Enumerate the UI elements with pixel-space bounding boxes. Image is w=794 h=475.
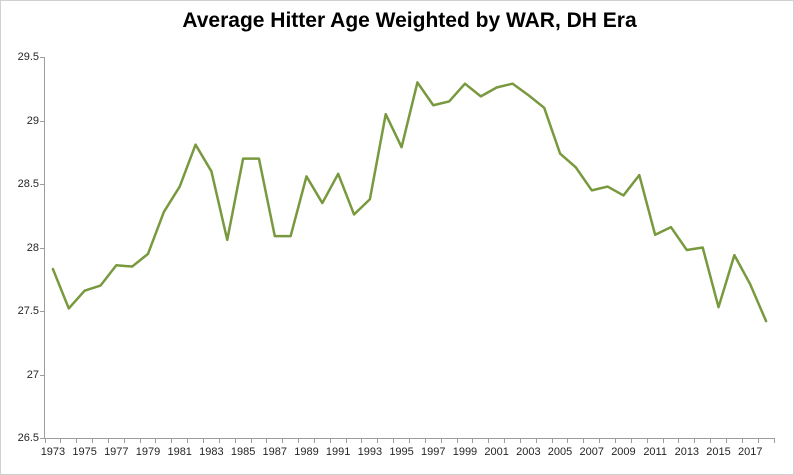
x-axis-tick <box>710 439 712 443</box>
x-tick-label: 2015 <box>706 446 731 458</box>
x-tick-label: 1989 <box>294 446 319 458</box>
x-tick-label: 1993 <box>357 446 383 458</box>
x-tick-label: 1973 <box>40 446 66 458</box>
x-axis-tick <box>488 439 490 443</box>
x-axis-tick <box>615 439 617 443</box>
x-axis-tick <box>583 439 585 443</box>
x-axis-tick <box>187 439 189 443</box>
x-axis-tick <box>60 439 62 443</box>
x-tick-label: 2003 <box>516 446 541 458</box>
x-tick-label: 1995 <box>389 446 414 458</box>
x-axis-tick <box>298 439 300 443</box>
x-axis-tick <box>282 439 284 443</box>
x-tick-label: 1977 <box>104 446 129 458</box>
x-tick-label: 1975 <box>72 446 97 458</box>
y-axis-line <box>44 57 45 439</box>
x-axis-tick <box>440 439 442 443</box>
y-axis-tick <box>40 311 44 312</box>
x-axis-tick <box>646 439 648 443</box>
y-axis-tick <box>40 57 44 58</box>
line-series <box>51 81 768 323</box>
x-axis-tick <box>171 439 173 443</box>
x-tick-label: 1981 <box>167 446 192 458</box>
x-axis-tick <box>155 439 157 443</box>
x-axis-tick <box>678 439 680 443</box>
y-axis-tick <box>40 120 44 122</box>
x-axis-tick <box>361 439 363 443</box>
x-axis-tick <box>266 439 268 443</box>
x-axis-tick <box>456 439 458 443</box>
y-tick-label: 28.5 <box>17 178 39 190</box>
x-axis-tick <box>44 439 46 443</box>
x-axis-tick <box>424 439 426 443</box>
x-tick-label: 2005 <box>547 446 573 458</box>
x-axis-tick <box>313 439 315 443</box>
y-tick-label: 27 <box>26 368 39 381</box>
x-axis-tick <box>599 439 601 443</box>
x-axis-tick <box>377 439 379 443</box>
x-tick-label: 2017 <box>737 446 763 458</box>
x-tick-label: 1983 <box>199 446 224 458</box>
x-tick-label: 2001 <box>484 446 509 458</box>
x-axis-tick <box>345 439 347 443</box>
x-axis-tick <box>76 439 78 443</box>
x-axis-tick <box>519 439 521 443</box>
x-tick-label: 1985 <box>230 446 256 458</box>
x-axis-tick <box>139 439 141 443</box>
x-axis-tick <box>472 439 474 443</box>
x-tick-label: 2007 <box>579 446 604 458</box>
chart-title: Average Hitter Age Weighted by WAR, DH E… <box>182 9 637 32</box>
x-axis-tick <box>694 439 696 443</box>
y-axis-tick <box>40 438 44 439</box>
y-tick-label: 27.5 <box>17 305 39 317</box>
x-axis-tick <box>741 439 743 443</box>
x-axis-tick <box>107 439 109 443</box>
x-axis-tick <box>123 439 125 443</box>
x-tick-label: 1987 <box>262 446 288 458</box>
x-axis-tick <box>393 439 395 443</box>
x-tick-label: 1991 <box>325 446 351 458</box>
y-tick-label: 26.5 <box>17 432 39 444</box>
x-tick-label: 1997 <box>421 446 446 458</box>
plot-area: 29.5 29 28.5 28 27.5 27 26.5 1973 1975 1977 1979 19… <box>18 52 775 458</box>
x-tick-label: 2013 <box>674 446 700 458</box>
x-tick-label: 2011 <box>643 446 667 458</box>
x-tick-label: 1999 <box>452 446 478 458</box>
x-axis-tick <box>757 439 759 443</box>
x-axis-tick <box>567 439 569 443</box>
x-axis-tick <box>409 439 410 443</box>
x-tick-label: 1979 <box>135 446 161 458</box>
y-axis-tick <box>40 374 44 376</box>
x-axis-tick <box>630 439 632 443</box>
y-axis-tick <box>40 184 44 185</box>
x-axis-tick <box>329 439 331 443</box>
x-axis-tick <box>92 439 94 443</box>
x-axis-tick <box>535 439 537 443</box>
x-axis-line <box>44 438 775 439</box>
x-axis-tick <box>202 439 204 443</box>
x-axis-tick <box>773 439 775 443</box>
x-axis-tick <box>218 439 220 443</box>
x-axis-tick <box>234 439 236 443</box>
x-axis-tick <box>504 439 506 443</box>
y-axis-tick <box>40 247 44 249</box>
y-tick-label: 29.5 <box>17 51 39 63</box>
x-axis-tick <box>551 439 553 443</box>
x-axis-tick <box>725 439 727 443</box>
y-tick-label: 28 <box>26 241 39 254</box>
x-tick-label: 2009 <box>611 446 636 458</box>
x-axis-tick <box>250 439 252 443</box>
x-axis-tick <box>662 439 664 443</box>
y-tick-label: 29 <box>26 114 39 127</box>
